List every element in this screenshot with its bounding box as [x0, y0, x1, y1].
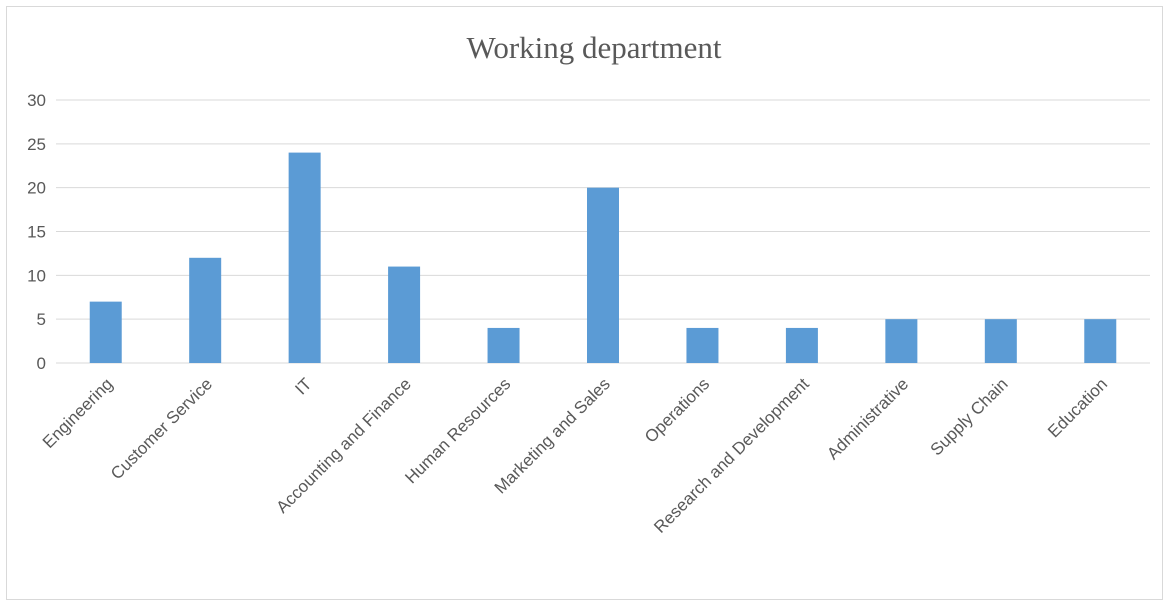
y-tick-label: 25	[27, 135, 46, 154]
x-tick-label: Operations	[641, 374, 713, 446]
bar	[885, 319, 918, 363]
bar	[89, 301, 122, 363]
x-tick-label: Human Resources	[401, 374, 514, 487]
x-tick-label: Customer Service	[107, 374, 216, 483]
y-tick-label: 15	[27, 223, 46, 242]
x-tick-label: IT	[291, 374, 315, 398]
y-axis-tick-labels: 0 5 10 15 20 25 30	[27, 91, 46, 373]
bar	[288, 152, 321, 363]
bar	[587, 187, 619, 363]
bar	[686, 327, 719, 363]
y-tick-label: 20	[27, 179, 46, 198]
bar	[487, 327, 520, 363]
chart-title: Working department	[467, 30, 722, 65]
bar	[189, 257, 222, 363]
bar	[1084, 319, 1117, 363]
y-tick-label: 0	[37, 354, 46, 373]
x-tick-label: Engineering	[39, 374, 117, 452]
y-tick-label: 10	[27, 266, 46, 285]
x-tick-label: Supply Chain	[927, 374, 1012, 459]
bar	[785, 327, 818, 363]
x-tick-label: Administrative	[823, 374, 912, 463]
x-tick-label: Accounting and Finance	[273, 374, 415, 516]
bar	[984, 319, 1017, 363]
bar	[388, 266, 421, 363]
y-tick-label: 5	[37, 310, 46, 329]
bars	[89, 152, 1117, 363]
y-tick-label: 30	[27, 91, 46, 110]
x-tick-label: Education	[1044, 374, 1111, 441]
